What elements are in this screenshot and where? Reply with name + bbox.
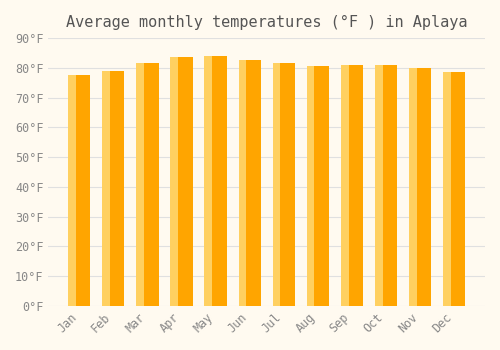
Bar <box>68 75 76 306</box>
Bar <box>204 56 227 306</box>
Bar <box>306 66 314 306</box>
Bar <box>238 61 246 306</box>
Bar <box>136 63 158 306</box>
Bar <box>170 57 192 306</box>
Bar <box>102 71 124 306</box>
Bar <box>204 56 212 306</box>
Bar <box>443 72 451 306</box>
Bar <box>375 65 397 306</box>
Bar <box>68 75 90 306</box>
Bar <box>306 66 329 306</box>
Bar <box>375 65 382 306</box>
Bar <box>272 63 280 306</box>
Bar <box>443 72 465 306</box>
Bar <box>341 65 363 306</box>
Bar <box>409 68 431 306</box>
Bar <box>409 68 416 306</box>
Bar <box>102 71 110 306</box>
Bar <box>238 61 260 306</box>
Bar <box>170 57 178 306</box>
Title: Average monthly temperatures (°F ) in Aplaya: Average monthly temperatures (°F ) in Ap… <box>66 15 468 30</box>
Bar <box>341 65 348 306</box>
Bar <box>136 63 144 306</box>
Bar <box>272 63 295 306</box>
